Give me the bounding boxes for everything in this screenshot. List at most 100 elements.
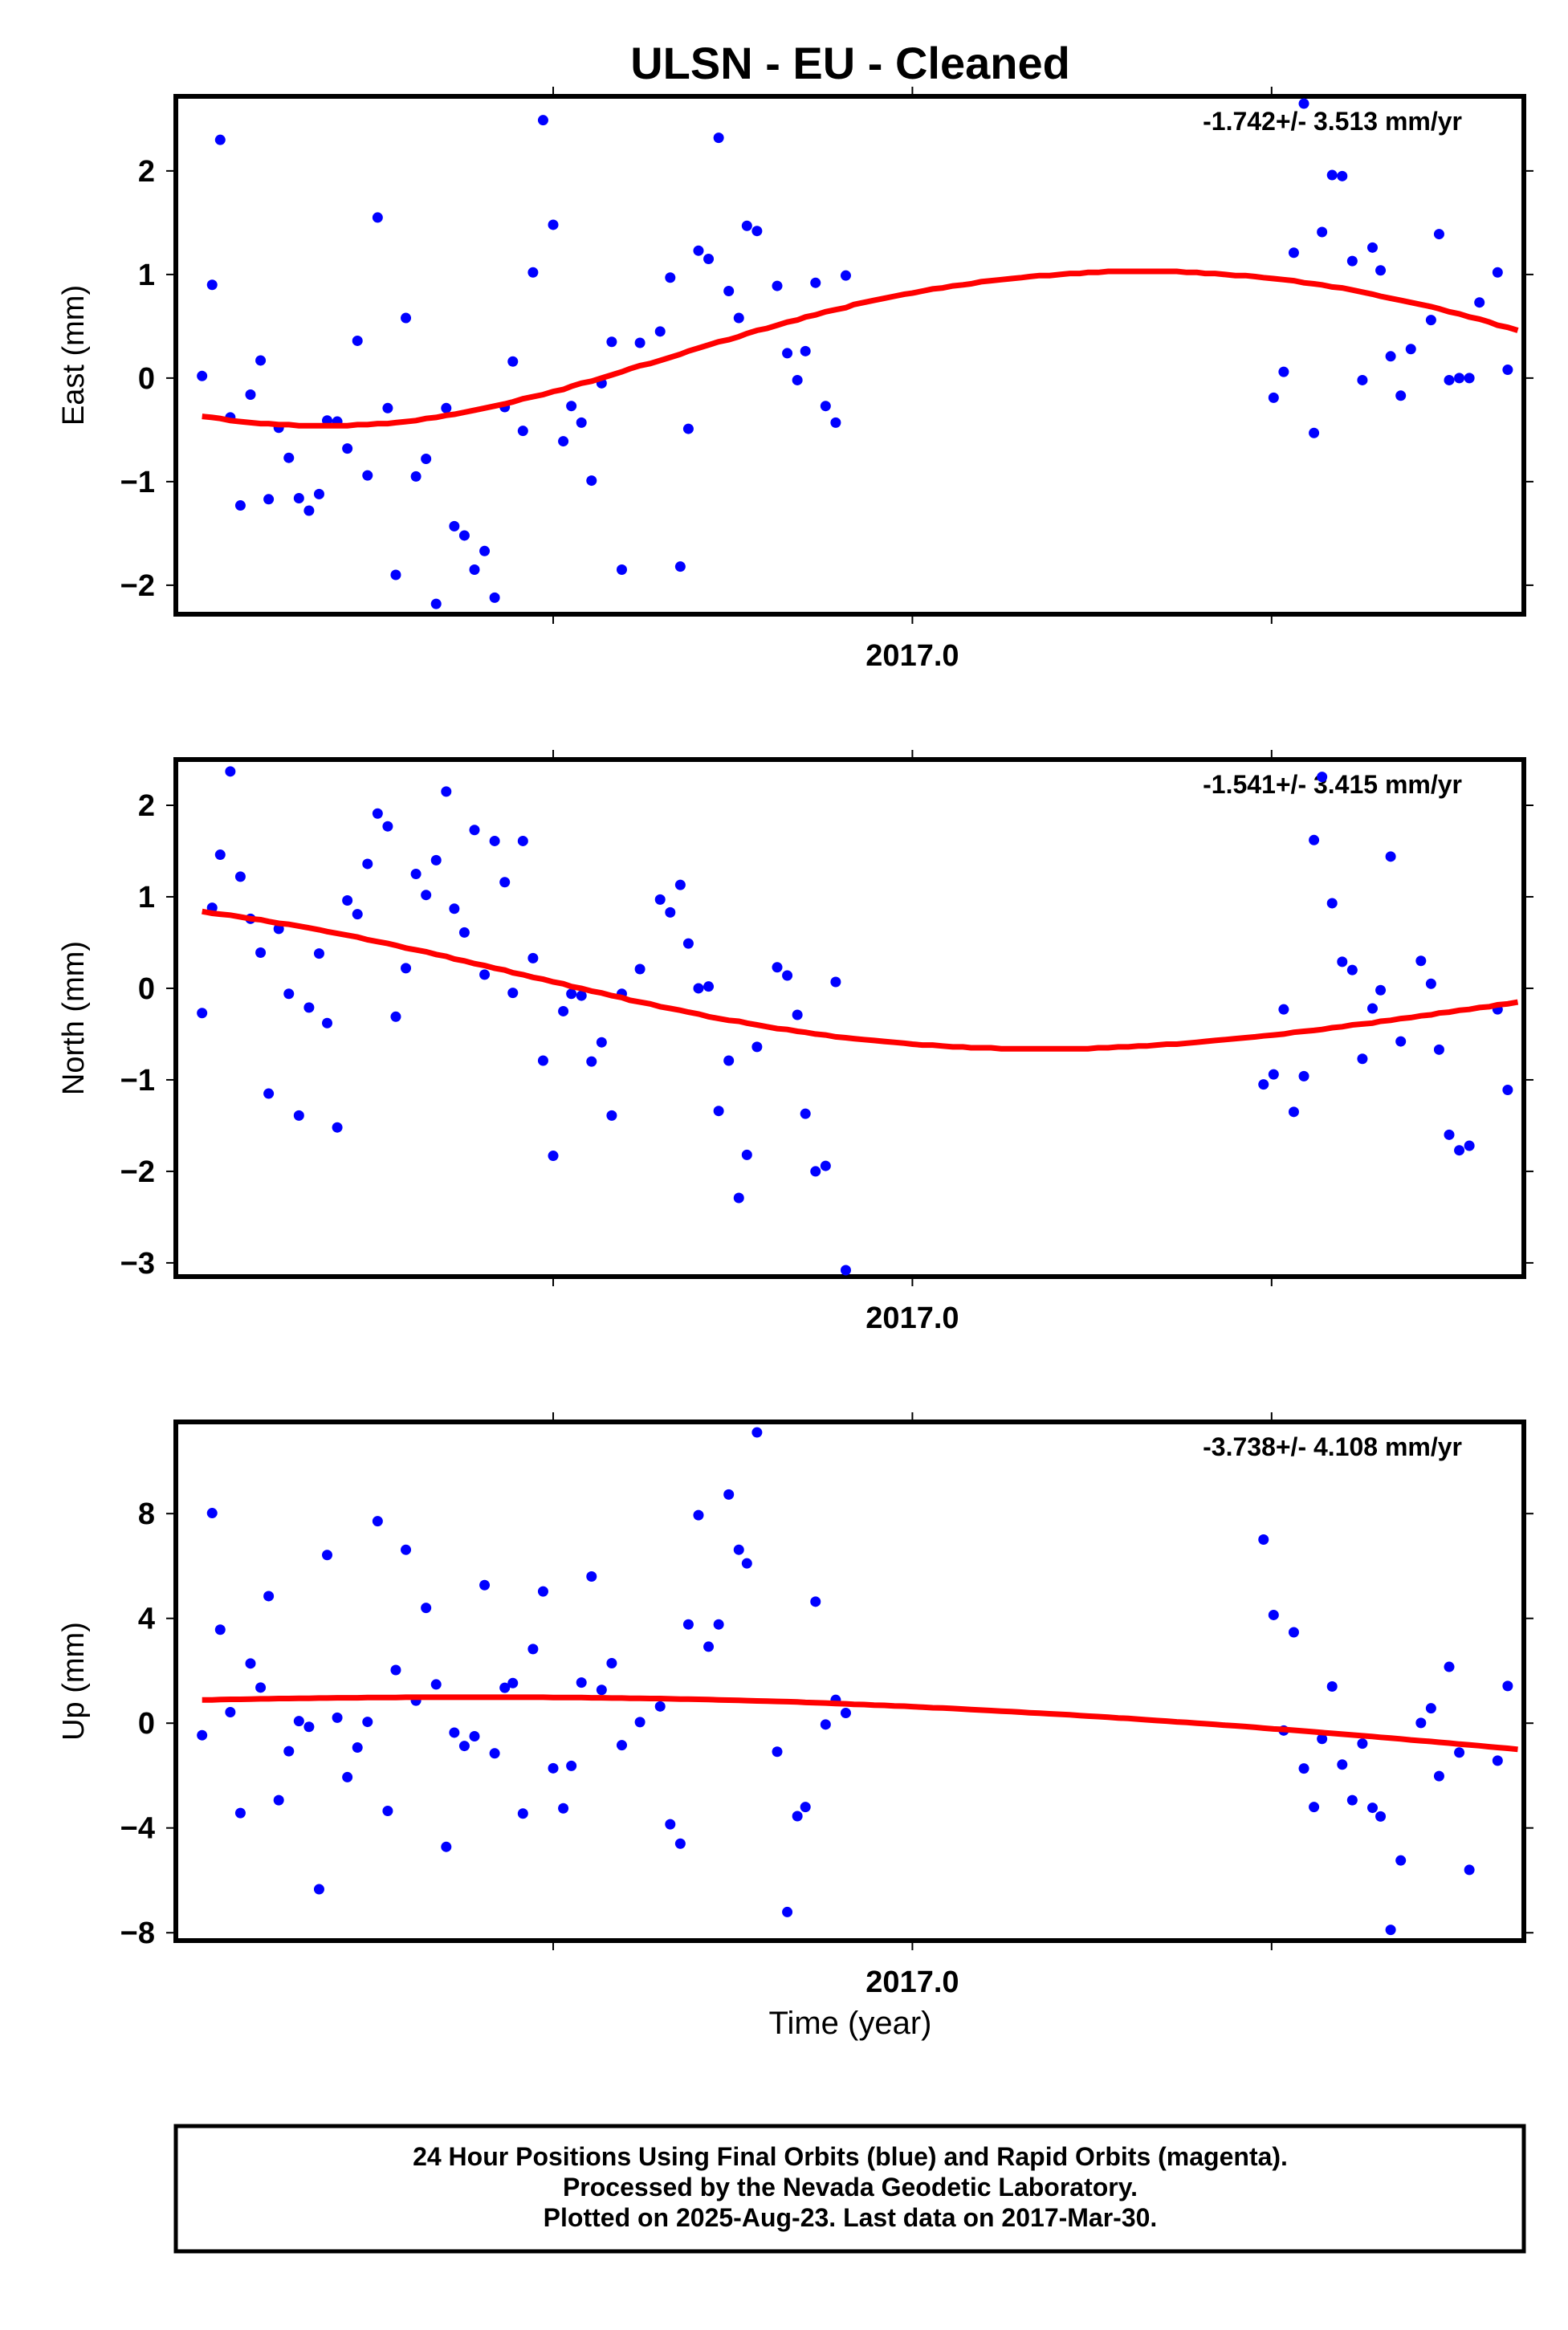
north-data-point <box>1258 1079 1269 1090</box>
east-data-point <box>558 436 569 447</box>
north-plot-frame <box>173 757 1526 1279</box>
up-data-point <box>616 1740 627 1751</box>
east-data-point <box>1454 373 1465 384</box>
east-data-point <box>313 488 324 499</box>
up-data-point <box>537 1586 548 1597</box>
east-data-point <box>1278 366 1289 377</box>
up-data-point <box>430 1679 442 1690</box>
up-data-point <box>1346 1794 1358 1806</box>
east-data-point <box>840 270 851 281</box>
up-data-point <box>313 1884 324 1895</box>
east-data-point <box>682 423 694 434</box>
east-velocity-label: -1.742+/- 3.513 mm/yr <box>1203 107 1462 136</box>
up-data-point <box>469 1731 480 1742</box>
north-data-point <box>352 909 363 920</box>
north-data-point <box>362 858 373 870</box>
up-data-point <box>197 1729 208 1741</box>
up-data-point <box>449 1727 460 1738</box>
north-data-point <box>792 1009 803 1020</box>
up-data-point <box>606 1657 617 1668</box>
north-data-point <box>1502 1084 1513 1095</box>
up-y-axis-label: Up (mm) <box>57 1622 91 1741</box>
up-panel: 8 4 0 −4 −8 2017.0 Up (mm) -3.738+/- 4.108 mm/y… <box>57 1412 1533 1999</box>
east-data-point <box>283 452 295 463</box>
north-data-point <box>800 1108 811 1119</box>
north-data-point <box>713 1106 724 1117</box>
north-data-point <box>682 938 694 949</box>
east-data-point <box>616 564 627 576</box>
east-data-point <box>1425 315 1436 326</box>
east-data-point <box>566 401 577 412</box>
north-data-point <box>1464 1140 1475 1151</box>
east-data-point <box>586 475 597 487</box>
up-data-point <box>674 1838 686 1849</box>
east-data-point <box>441 402 452 413</box>
up-data-point <box>1337 1759 1348 1770</box>
up-data-point <box>441 1841 452 1852</box>
up-data-point <box>489 1748 500 1759</box>
up-data-point <box>792 1811 803 1822</box>
up-data-point <box>586 1570 597 1582</box>
north-data-point <box>458 927 470 938</box>
up-ytick-label: 8 <box>138 1497 155 1531</box>
up-data-point <box>458 1741 470 1752</box>
footer-line-3: Plotted on 2025-Aug-23. Last data on 201… <box>544 2203 1158 2232</box>
east-data-point <box>741 220 752 231</box>
east-data-point <box>255 355 267 366</box>
up-data-point <box>1444 1661 1455 1672</box>
north-data-point <box>342 895 353 906</box>
up-data-point <box>225 1706 236 1717</box>
footer-line-2: Processed by the Nevada Geodetic Laborat… <box>563 2173 1138 2202</box>
east-ytick-label: 0 <box>138 362 155 396</box>
east-data-point <box>206 279 218 291</box>
east-data-point <box>1474 297 1485 308</box>
east-data-point <box>723 286 735 297</box>
up-data-point <box>782 1906 793 1917</box>
north-data-point <box>332 1122 343 1133</box>
north-data-point <box>1395 1036 1407 1047</box>
up-data-point <box>654 1701 666 1712</box>
north-data-point <box>507 988 519 999</box>
north-data-point <box>1298 1070 1309 1081</box>
east-data-point <box>479 545 491 556</box>
north-data-point <box>1357 1053 1368 1065</box>
north-data-point <box>1366 1003 1378 1014</box>
north-data-point <box>1278 1004 1289 1015</box>
east-data-point <box>674 561 686 572</box>
east-data-point <box>517 426 528 437</box>
up-data-point <box>421 1603 432 1614</box>
east-data-point <box>1337 170 1348 181</box>
east-data-point <box>665 272 676 283</box>
footer-line-1: 24 Hour Positions Using Final Orbits (bl… <box>413 2142 1288 2171</box>
north-data-point <box>421 890 432 901</box>
up-data-point <box>263 1591 275 1602</box>
up-data-point <box>840 1707 851 1718</box>
east-data-point <box>342 443 353 454</box>
up-data-point <box>206 1508 218 1519</box>
up-data-point <box>234 1807 246 1819</box>
north-data-point <box>410 868 422 879</box>
east-data-point <box>362 470 373 481</box>
up-plot-frame <box>173 1420 1526 1943</box>
east-data-point <box>782 348 793 359</box>
north-data-point <box>489 835 500 846</box>
up-data-point <box>382 1806 393 1816</box>
east-data-point <box>410 470 422 482</box>
east-data-point <box>245 389 256 401</box>
north-data-point <box>665 906 676 918</box>
up-data-point <box>558 1802 569 1814</box>
north-data-point <box>313 948 324 959</box>
north-data-point <box>303 1002 315 1013</box>
north-data-point <box>382 821 393 832</box>
up-data-point <box>293 1716 304 1727</box>
up-data-point <box>1298 1763 1309 1774</box>
up-ytick-label: −8 <box>120 1917 155 1950</box>
up-data-point <box>372 1516 383 1527</box>
east-data-point <box>263 494 275 505</box>
up-data-point <box>634 1717 646 1728</box>
north-data-point <box>234 871 246 882</box>
east-data-point <box>693 245 704 256</box>
up-data-point <box>214 1624 226 1635</box>
east-data-point <box>1502 365 1513 376</box>
north-data-point <box>372 808 383 819</box>
